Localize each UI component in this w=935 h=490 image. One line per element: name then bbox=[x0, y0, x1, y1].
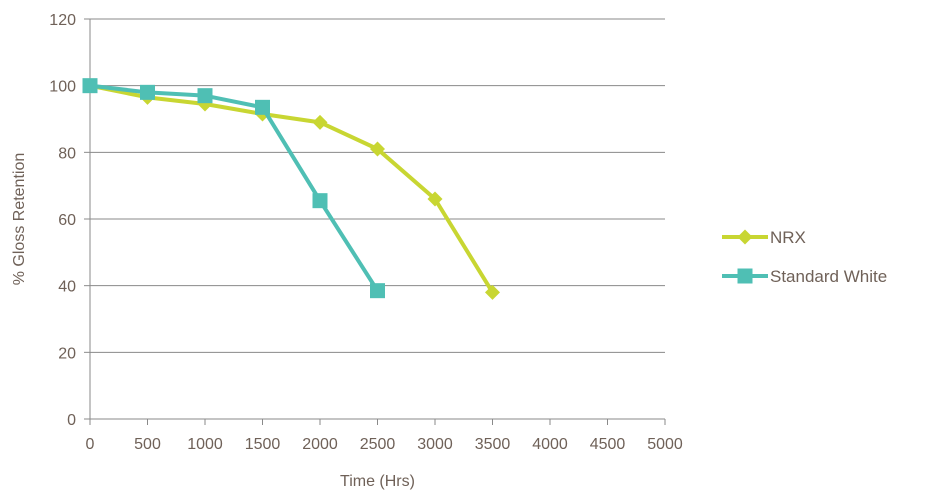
y-tick-label-40: 40 bbox=[58, 279, 76, 296]
x-tick-label-5000: 5000 bbox=[647, 436, 683, 453]
data-point-standard-white-500 bbox=[140, 84, 155, 100]
data-point-standard-white-1500 bbox=[255, 99, 270, 115]
series-layer bbox=[82, 78, 500, 300]
series-standard-white bbox=[82, 78, 385, 299]
y-tick-label-0: 0 bbox=[67, 412, 76, 429]
series-line-nrx bbox=[88, 83, 495, 295]
x-tick-label-2000: 2000 bbox=[302, 436, 338, 453]
legend-item-nrx: NRX bbox=[722, 228, 806, 247]
legend: NRX Standard White bbox=[722, 228, 887, 286]
data-point-standard-white-2000 bbox=[312, 193, 328, 209]
y-tick-label-120: 120 bbox=[49, 12, 76, 29]
x-tick-label-4000: 4000 bbox=[532, 436, 568, 453]
series-nrx bbox=[82, 78, 500, 300]
y-tick-label-80: 80 bbox=[58, 145, 76, 162]
x-tick-label-0: 0 bbox=[86, 436, 95, 453]
legend-label-standard-white: Standard White bbox=[770, 267, 887, 286]
x-tick-label-4500: 4500 bbox=[590, 436, 626, 453]
x-tick-label-2500: 2500 bbox=[360, 436, 396, 453]
data-point-nrx-2500 bbox=[370, 141, 385, 157]
x-tick-label-3500: 3500 bbox=[475, 436, 511, 453]
legend-marker-nrx bbox=[737, 229, 753, 245]
y-tick-label-20: 20 bbox=[58, 345, 76, 362]
data-point-standard-white-2500 bbox=[370, 283, 385, 299]
data-point-nrx-2000 bbox=[312, 114, 328, 130]
legend-item-standard-white: Standard White bbox=[722, 267, 887, 286]
x-axis-ticks: 0 500 1000 1500 2000 2500 3000 3500 4000 4500 5000 bbox=[86, 419, 683, 453]
data-point-nrx-3000 bbox=[427, 191, 443, 207]
x-tick-label-1500: 1500 bbox=[245, 436, 281, 453]
series-line-standard-white bbox=[88, 83, 380, 293]
y-tick-label-100: 100 bbox=[49, 79, 76, 96]
gridlines bbox=[90, 18, 665, 353]
x-tick-label-500: 500 bbox=[134, 436, 161, 453]
y-tick-label-60: 60 bbox=[58, 212, 76, 229]
x-axis-title: Time (Hrs) bbox=[340, 473, 415, 490]
x-tick-label-1000: 1000 bbox=[187, 436, 223, 453]
legend-marker-standard-white bbox=[737, 268, 753, 284]
x-tick-label-3000: 3000 bbox=[417, 436, 453, 453]
data-point-standard-white-1000 bbox=[197, 88, 213, 104]
data-point-nrx-3500 bbox=[485, 284, 500, 300]
y-axis-title: % Gloss Retention bbox=[11, 153, 28, 286]
data-point-standard-white-0 bbox=[82, 78, 98, 94]
y-axis-ticks: 0 20 40 60 80 100 120 bbox=[49, 12, 90, 429]
legend-label-nrx: NRX bbox=[770, 228, 806, 247]
